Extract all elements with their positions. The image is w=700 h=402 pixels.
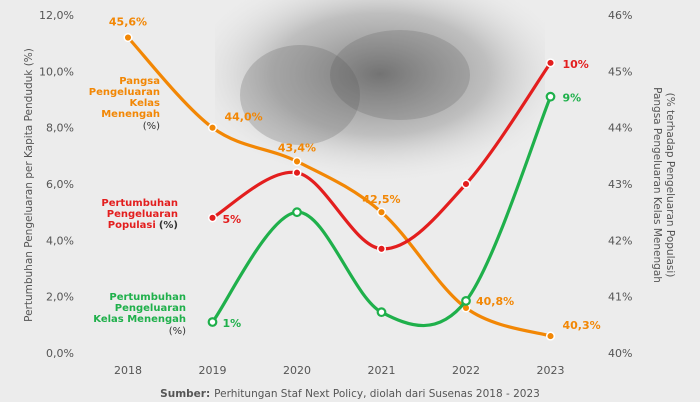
source-text: Perhitungan Staf Next Policy, diolah dar… bbox=[214, 388, 540, 400]
legend-unit-green: (%) bbox=[169, 326, 186, 337]
legend-line-green: Pengeluaran bbox=[115, 303, 186, 314]
y-left-tick: 12,0% bbox=[39, 9, 74, 22]
legend-unit-red: (%) bbox=[159, 220, 178, 231]
y-left-tick: 2,0% bbox=[46, 291, 74, 304]
data-point-red bbox=[545, 58, 556, 68]
data-point-orange bbox=[123, 32, 133, 43]
data-point-green bbox=[292, 207, 302, 218]
y-left-tick: 0,0% bbox=[46, 347, 74, 360]
data-label-green: 9% bbox=[563, 92, 582, 105]
y-right-title-line2: (% terhadap Pengeluaran Populasi) bbox=[664, 93, 676, 278]
legend-line-green: Kelas Menengah bbox=[93, 314, 186, 325]
y-left-tick: 6,0% bbox=[46, 178, 74, 191]
data-point-red bbox=[376, 244, 387, 254]
data-label-red: 10% bbox=[563, 58, 589, 71]
x-tick: 2020 bbox=[283, 364, 311, 377]
data-label-orange: 45,6% bbox=[109, 16, 147, 29]
legend-line-red: Populasi (%) bbox=[108, 220, 178, 231]
source-bold: Sumber: bbox=[160, 388, 210, 400]
y-right-tick: 45% bbox=[608, 65, 632, 78]
data-point-orange bbox=[292, 156, 302, 167]
data-label-orange: 43,4% bbox=[278, 141, 316, 154]
y-right-tick: 41% bbox=[608, 291, 632, 304]
legend-line-orange: Pengeluaran bbox=[89, 87, 160, 98]
y-right-tick: 40% bbox=[608, 347, 632, 360]
x-tick: 2019 bbox=[199, 364, 227, 377]
legend-line-red: Pengeluaran bbox=[107, 209, 178, 220]
data-label-orange: 44,0% bbox=[225, 111, 263, 124]
x-tick: 2018 bbox=[114, 364, 142, 377]
data-point-green bbox=[461, 295, 471, 306]
y-right-tick: 44% bbox=[608, 122, 632, 135]
legend-line-orange: Menengah bbox=[101, 109, 160, 120]
data-point-orange bbox=[376, 207, 387, 217]
x-tick: 2022 bbox=[452, 364, 480, 377]
legend-line-red: Pertumbuhan bbox=[101, 198, 178, 209]
data-label-orange: 40,8% bbox=[476, 295, 514, 308]
data-point-orange bbox=[207, 123, 218, 133]
legend-line-orange: Kelas bbox=[130, 98, 161, 109]
y-left-title: Pertumbuhan Pengeluaran per Kapita Pendu… bbox=[23, 48, 35, 322]
data-point-orange bbox=[545, 331, 556, 341]
data-point-green bbox=[545, 91, 556, 102]
y-right-tick: 46% bbox=[608, 9, 632, 22]
y-right-tick: 42% bbox=[608, 234, 632, 247]
x-tick: 2021 bbox=[368, 364, 396, 377]
background-photo bbox=[215, 0, 545, 185]
data-point-green bbox=[207, 317, 218, 327]
y-left-tick: 4,0% bbox=[46, 234, 74, 247]
y-left-tick: 10,0% bbox=[39, 65, 74, 78]
data-point-red bbox=[461, 179, 471, 189]
data-label-orange: 42,5% bbox=[362, 193, 400, 206]
legend-unit-orange: (%) bbox=[143, 121, 160, 132]
legend-line-green: Pertumbuhan bbox=[109, 292, 186, 303]
data-point-red bbox=[207, 213, 218, 223]
legend-line-orange: Pangsa bbox=[119, 76, 160, 87]
data-label-green: 1% bbox=[223, 317, 242, 330]
y-right-title-line1: Pangsa Pengeluaran Kelas Menengah bbox=[651, 87, 663, 283]
data-point-green bbox=[376, 307, 387, 318]
data-label-red: 5% bbox=[223, 213, 242, 226]
x-tick: 2023 bbox=[537, 364, 565, 377]
data-label-orange: 40,3% bbox=[563, 319, 601, 332]
source-note: Sumber: Perhitungan Staf Next Policy, dio… bbox=[160, 388, 540, 400]
y-left-tick: 8,0% bbox=[46, 122, 74, 135]
data-point-red bbox=[292, 168, 302, 178]
y-right-tick: 43% bbox=[608, 178, 632, 191]
